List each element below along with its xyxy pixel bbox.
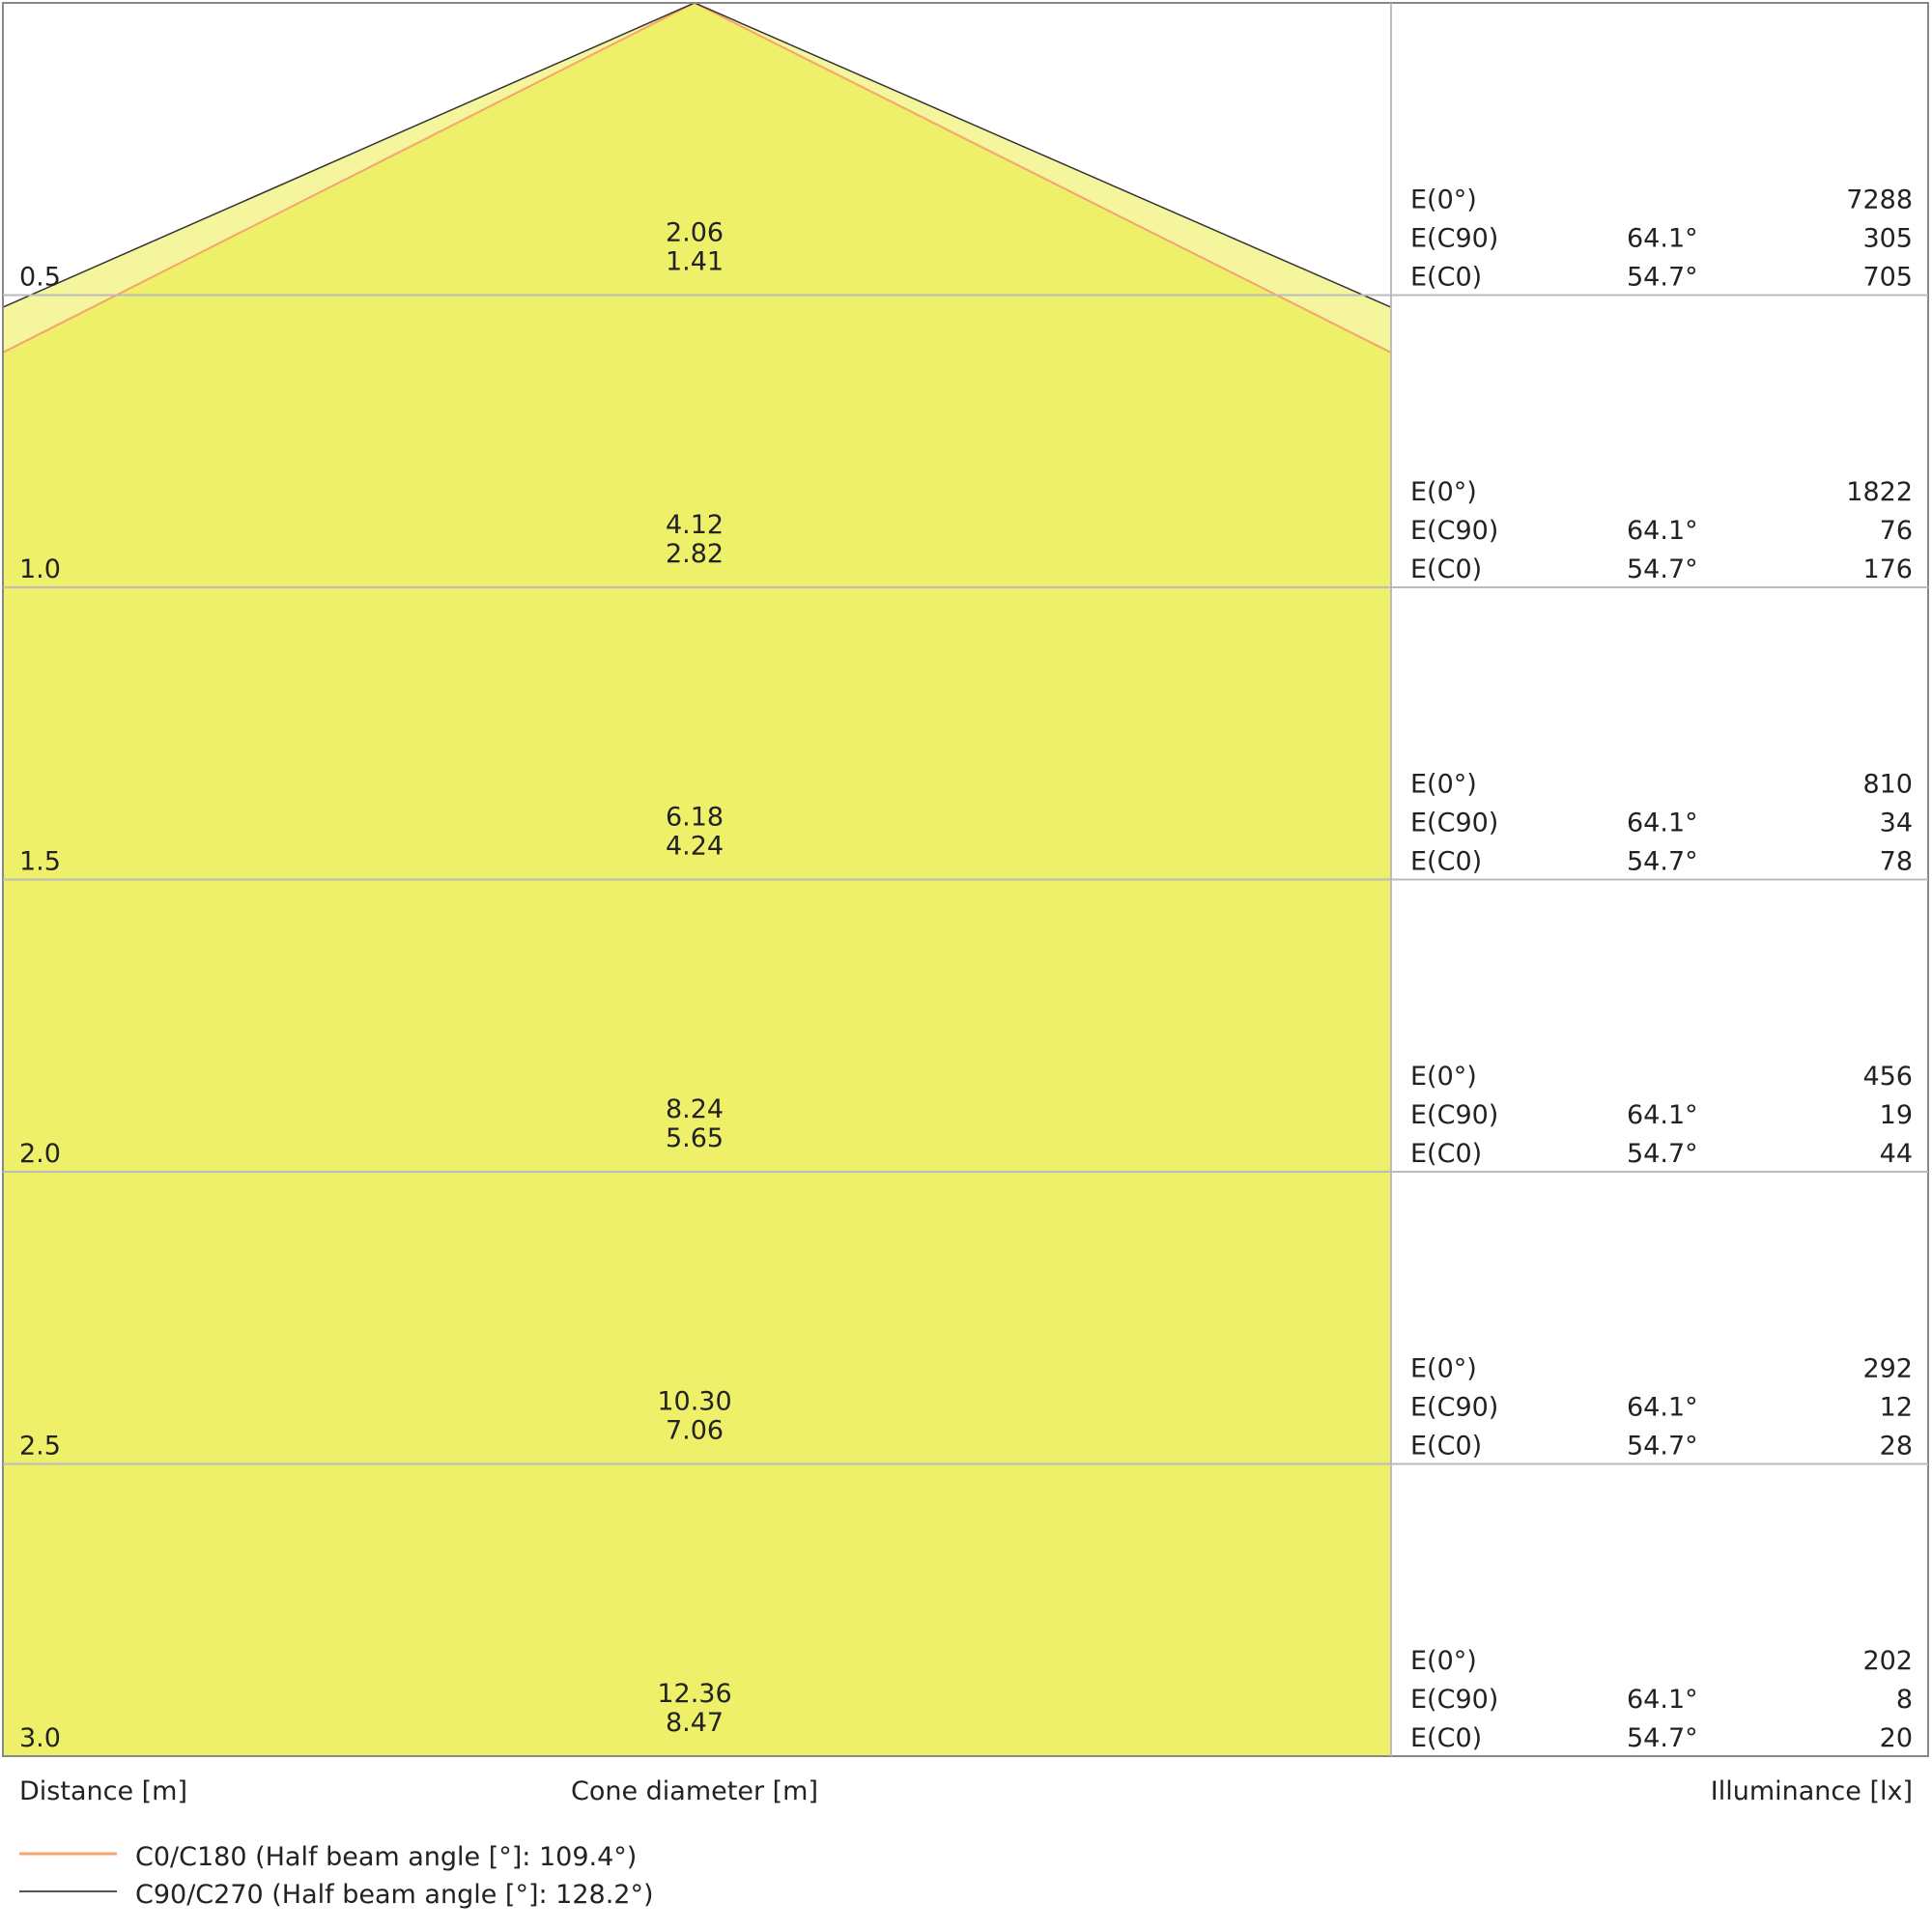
cone-c0-diameter-label: 4.24 [666,832,724,862]
e-c90-value: 305 [1862,224,1913,254]
e0-value: 202 [1862,1646,1913,1676]
e-c0-label: E(C0) [1410,1723,1482,1753]
e-c90-value: 8 [1896,1685,1913,1715]
e-c0-label: E(C0) [1410,1139,1482,1169]
e-c0-value: 176 [1862,554,1913,584]
e-c90-label: E(C90) [1410,516,1498,546]
e0-value: 810 [1862,770,1913,800]
cone-c90-diameter-label: 8.24 [666,1094,724,1124]
e-c90-label: E(C90) [1410,1685,1498,1715]
distance-tick-label: 1.5 [19,847,61,877]
e0-value: 7288 [1846,185,1913,215]
cone-c0-diameter-label: 2.82 [666,539,724,569]
cone-c0-diameter-label: 8.47 [666,1708,724,1738]
e-c90-value: 34 [1880,809,1913,838]
cone-c90-diameter-label: 6.18 [666,803,724,833]
e0-value: 1822 [1846,477,1913,507]
cone-c0-diameter-label: 1.41 [666,247,724,277]
distance-tick-label: 3.0 [19,1723,61,1753]
e-c0-label: E(C0) [1410,554,1482,584]
cone-c0-diameter-label: 5.65 [666,1123,724,1153]
c0-angle-value: 54.7° [1627,554,1698,584]
e-c0-value: 28 [1880,1432,1913,1462]
e0-value: 292 [1862,1354,1913,1384]
c90-angle-value: 64.1° [1627,516,1698,546]
c0-angle-value: 54.7° [1627,1723,1698,1753]
e-c0-label: E(C0) [1410,1432,1482,1462]
e-c90-value: 19 [1880,1100,1913,1130]
cone-c90-diameter-label: 4.12 [666,510,724,540]
illuminance-axis-label: Illuminance [lx] [1711,1776,1913,1806]
c90-angle-value: 64.1° [1627,1393,1698,1423]
e-c0-value: 705 [1862,263,1913,293]
distance-tick-label: 0.5 [19,263,61,293]
e-c90-label: E(C90) [1410,1100,1498,1130]
c0-angle-value: 54.7° [1627,263,1698,293]
e-c0-value: 44 [1880,1139,1913,1169]
c0-angle-value: 54.7° [1627,847,1698,877]
c90-angle-value: 64.1° [1627,1685,1698,1715]
e0-value: 456 [1862,1062,1913,1092]
e-c90-label: E(C90) [1410,1393,1498,1423]
e0-label: E(0°) [1410,185,1477,215]
e-c90-value: 12 [1880,1393,1913,1423]
legend-c0-label: C0/C180 (Half beam angle [°]: 109.4°) [135,1842,637,1872]
e-c0-label: E(C0) [1410,847,1482,877]
e-c0-value: 78 [1880,847,1913,877]
e0-label: E(0°) [1410,1646,1477,1676]
e0-label: E(0°) [1410,1354,1477,1384]
e-c0-value: 20 [1880,1723,1913,1753]
cone-c90-diameter-label: 2.06 [666,218,724,248]
c90-angle-value: 64.1° [1627,1100,1698,1130]
e-c90-label: E(C90) [1410,224,1498,254]
c90-angle-value: 64.1° [1627,809,1698,838]
c90-angle-value: 64.1° [1627,224,1698,254]
distance-tick-label: 2.0 [19,1139,61,1169]
distance-tick-label: 1.0 [19,554,61,584]
cone-c90-diameter-label: 10.30 [657,1387,731,1417]
e-c90-value: 76 [1880,516,1913,546]
e0-label: E(0°) [1410,477,1477,507]
distance-tick-label: 2.5 [19,1432,61,1462]
distance-axis-label: Distance [m] [19,1776,187,1806]
e-c0-label: E(C0) [1410,263,1482,293]
e0-label: E(0°) [1410,1062,1477,1092]
cone-axis-label: Cone diameter [m] [571,1776,818,1806]
c0-angle-value: 54.7° [1627,1432,1698,1462]
cone-c90-diameter-label: 12.36 [657,1679,731,1709]
e-c90-label: E(C90) [1410,809,1498,838]
legend-c90-label: C90/C270 (Half beam angle [°]: 128.2°) [135,1880,654,1910]
c0-angle-value: 54.7° [1627,1139,1698,1169]
e0-label: E(0°) [1410,770,1477,800]
cone-c0-diameter-label: 7.06 [666,1416,724,1446]
